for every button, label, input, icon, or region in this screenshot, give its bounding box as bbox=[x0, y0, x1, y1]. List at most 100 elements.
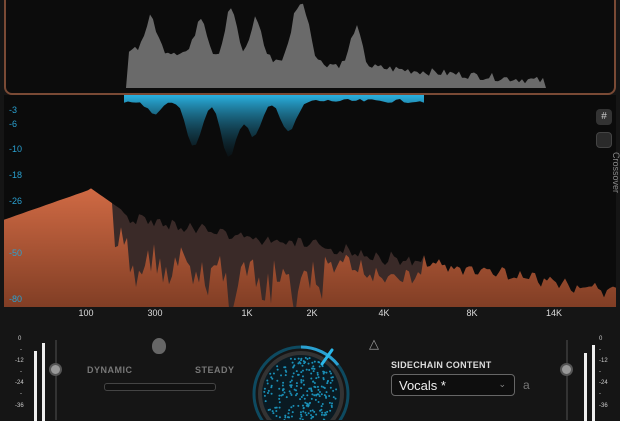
meter-tick: -36 bbox=[15, 403, 24, 409]
knob-dot bbox=[331, 379, 334, 382]
knob-dot bbox=[307, 412, 310, 415]
meter-tick: -24 bbox=[15, 380, 24, 386]
meter-tick: - bbox=[20, 391, 22, 397]
knob-dot bbox=[316, 393, 319, 396]
knob-dot bbox=[301, 369, 304, 372]
knob-dot bbox=[308, 357, 311, 360]
chevron-down-icon: ⌄ bbox=[498, 379, 506, 389]
knob-dot bbox=[308, 402, 311, 405]
knob-dot bbox=[300, 371, 303, 374]
knob-dot bbox=[306, 358, 309, 361]
knob-dot bbox=[272, 412, 275, 415]
knob-dot bbox=[320, 393, 323, 396]
knob-dot bbox=[267, 389, 270, 392]
crossover-toggle[interactable] bbox=[596, 132, 612, 148]
knob-dot bbox=[310, 367, 313, 370]
meter-tick: - bbox=[599, 369, 601, 375]
lock-icon[interactable]: a bbox=[523, 378, 530, 392]
knob-dot bbox=[313, 382, 316, 385]
knob-dot bbox=[264, 400, 267, 403]
knob-dot bbox=[310, 387, 313, 390]
input-slider-track[interactable] bbox=[55, 340, 57, 420]
knob-dot bbox=[310, 414, 313, 417]
knob-dot bbox=[280, 374, 283, 377]
knob-dot bbox=[300, 381, 303, 384]
knob-dot bbox=[323, 413, 326, 416]
meter-bar-left bbox=[34, 351, 37, 421]
knob-dot bbox=[297, 362, 300, 365]
output-slider-track[interactable] bbox=[566, 340, 568, 420]
knob-dot bbox=[321, 403, 324, 406]
knob-dot bbox=[325, 396, 328, 399]
knob-dot bbox=[288, 409, 291, 412]
knob-dot bbox=[317, 393, 320, 396]
knob-dot bbox=[307, 405, 310, 408]
knob-dot bbox=[270, 386, 273, 389]
crossover-label: Crossover bbox=[611, 152, 620, 194]
knob-dot bbox=[284, 414, 287, 417]
knob-dot bbox=[326, 410, 329, 413]
knob-dot bbox=[306, 394, 309, 397]
knob-dot bbox=[300, 415, 303, 418]
knob-dot bbox=[278, 416, 281, 419]
knob-dot bbox=[284, 369, 287, 372]
knob-dot bbox=[301, 364, 304, 367]
meter-tick: - bbox=[599, 347, 601, 353]
input-spectrum-panel bbox=[4, 0, 616, 95]
knob-dot bbox=[329, 386, 332, 389]
knob-dot bbox=[270, 384, 273, 387]
knob-dot bbox=[320, 413, 323, 416]
knob-dot bbox=[325, 371, 328, 374]
knob-dot bbox=[304, 361, 307, 364]
knob-dot bbox=[323, 394, 326, 397]
knob-dot bbox=[292, 365, 295, 368]
meter-tick: -12 bbox=[15, 358, 24, 364]
knob-dot bbox=[270, 376, 273, 379]
knob-dot bbox=[307, 404, 310, 407]
knob-dot bbox=[288, 390, 291, 393]
knob-dot bbox=[311, 393, 314, 396]
knob-dot bbox=[316, 373, 319, 376]
knob-dot bbox=[300, 413, 303, 416]
knob-dot bbox=[297, 373, 300, 376]
dynamic-steady-slider[interactable] bbox=[104, 383, 216, 391]
knob-indicator bbox=[320, 348, 334, 366]
knob-dot bbox=[292, 404, 295, 407]
output-gain-handle[interactable] bbox=[560, 363, 573, 376]
knob-dot bbox=[281, 384, 284, 387]
knob-dot bbox=[334, 397, 337, 400]
delta-icon[interactable]: △ bbox=[369, 336, 379, 351]
knob-dot bbox=[306, 402, 309, 405]
freq-label: 14K bbox=[545, 308, 563, 318]
meter-tick: - bbox=[20, 347, 22, 353]
sidechain-dropdown[interactable]: Vocals * ⌄ bbox=[391, 374, 515, 396]
knob-dot bbox=[303, 362, 306, 365]
knob-dot bbox=[331, 376, 334, 379]
knob-dot bbox=[278, 406, 281, 409]
knob-dot bbox=[326, 382, 329, 385]
input-gain-handle[interactable] bbox=[49, 363, 62, 376]
knob-dot bbox=[282, 381, 285, 384]
knob-dot bbox=[297, 404, 300, 407]
knob-dot bbox=[320, 408, 323, 411]
knob-dot bbox=[324, 395, 327, 398]
knob-dot bbox=[266, 379, 269, 382]
knob-dot bbox=[300, 381, 303, 384]
knob-dot bbox=[295, 384, 298, 387]
input-spectrum bbox=[6, 3, 614, 88]
knob-dot bbox=[317, 388, 320, 391]
knob-dot bbox=[282, 388, 285, 391]
duck-icon[interactable] bbox=[152, 338, 166, 354]
knob-dot bbox=[266, 382, 269, 385]
knob-dot bbox=[292, 372, 295, 375]
knob-dot bbox=[291, 375, 294, 378]
knob-dot bbox=[293, 364, 296, 367]
knob-dot bbox=[315, 393, 318, 396]
knob-dot bbox=[328, 395, 331, 398]
grid-icon[interactable]: # bbox=[596, 109, 612, 125]
knob-dot bbox=[302, 379, 305, 382]
meter-bar-right bbox=[42, 343, 45, 421]
knob-dot bbox=[284, 416, 287, 419]
knob-dot bbox=[302, 410, 305, 413]
knob-dot bbox=[314, 398, 317, 401]
